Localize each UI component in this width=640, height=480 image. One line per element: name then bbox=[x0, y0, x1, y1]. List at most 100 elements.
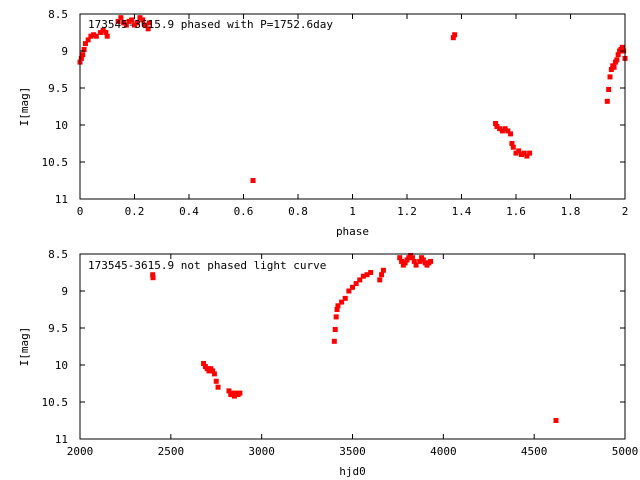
unphased-x-axis-label: hjd0 bbox=[339, 465, 366, 478]
phased-data-point bbox=[611, 64, 617, 70]
phased-y-tick-label: 10.5 bbox=[42, 156, 69, 169]
phased-data-point bbox=[137, 15, 143, 21]
unphased-data-point bbox=[332, 326, 338, 332]
phased-y-axis-label: I[mag] bbox=[18, 87, 31, 127]
phased-data-point bbox=[502, 126, 508, 132]
phased-data-point bbox=[513, 150, 519, 156]
phased-data-point bbox=[97, 30, 103, 35]
unphased-y-tick-label: 9.5 bbox=[48, 322, 68, 335]
phased-data-point bbox=[452, 32, 458, 38]
phased-y-tick-label: 10 bbox=[55, 119, 68, 132]
phased-x-tick-label: 1.8 bbox=[561, 205, 581, 218]
phased-data-point bbox=[497, 126, 503, 132]
unphased-data-point bbox=[413, 262, 419, 268]
phased-data-point bbox=[614, 57, 620, 63]
phased-chart-title: 173545-3615.9 phased with P=1752.6day bbox=[88, 18, 333, 31]
phased-data-point bbox=[606, 86, 612, 92]
unphased-data-point bbox=[211, 371, 217, 377]
unphased-data-point bbox=[377, 277, 383, 283]
phased-x-tick-label: 0.2 bbox=[125, 205, 145, 218]
phased-data-point bbox=[450, 35, 456, 41]
unphased-data-point bbox=[333, 314, 339, 320]
phased-data-point bbox=[123, 22, 129, 28]
unphased-data-point bbox=[335, 303, 341, 309]
unphased-y-axis-label: I[mag] bbox=[18, 327, 31, 367]
phased-data-point bbox=[82, 41, 88, 47]
unphased-data-point bbox=[339, 299, 345, 305]
phased-data-point bbox=[78, 55, 84, 61]
phased-data-point bbox=[493, 121, 499, 127]
phased-data-point bbox=[494, 123, 500, 129]
unphased-data-point bbox=[215, 384, 221, 390]
unphased-x-tick-label: 2500 bbox=[158, 445, 185, 458]
phased-data-point bbox=[499, 128, 505, 134]
unphased-chart-title: 173545-3615.9 not phased light curve bbox=[88, 259, 326, 272]
unphased-data-point bbox=[428, 258, 434, 264]
phased-data-point bbox=[129, 17, 135, 23]
unphased-x-tick-label: 3000 bbox=[248, 445, 275, 458]
phased-data-point bbox=[80, 52, 86, 58]
unphased-data-point bbox=[237, 390, 243, 396]
unphased-data-point bbox=[368, 270, 374, 275]
phased-data-point bbox=[100, 27, 106, 33]
phased-x-tick-label: 0 bbox=[77, 205, 84, 218]
unphased-data-point bbox=[226, 388, 232, 394]
phased-data-point bbox=[118, 15, 124, 21]
unphased-data-point bbox=[150, 272, 156, 278]
phased-data-point bbox=[615, 52, 621, 58]
phased-data-point bbox=[93, 33, 99, 39]
phased-x-tick-label: 1.4 bbox=[452, 205, 472, 218]
phased-data-point bbox=[145, 26, 151, 32]
phased-data-point bbox=[518, 152, 524, 158]
phased-x-tick-label: 1 bbox=[349, 205, 356, 218]
phased-data-point bbox=[619, 44, 625, 50]
unphased-x-tick-label: 4000 bbox=[430, 445, 457, 458]
unphased-data-point bbox=[360, 273, 366, 279]
unphased-y-tick-label: 10 bbox=[55, 359, 68, 372]
phased-data-point bbox=[85, 37, 91, 43]
phased-x-axis-label: phase bbox=[336, 225, 369, 238]
phased-x-tick-label: 0.6 bbox=[234, 205, 254, 218]
unphased-data-point bbox=[553, 418, 559, 423]
phased-data-point bbox=[516, 148, 522, 154]
unphased-data-point bbox=[420, 257, 426, 263]
unphased-data-point bbox=[364, 272, 370, 278]
unphased-data-point bbox=[417, 258, 423, 264]
phased-data-point bbox=[140, 17, 146, 23]
phased-x-tick-label: 0.4 bbox=[179, 205, 199, 218]
phased-data-point bbox=[126, 18, 132, 24]
unphased-x-tick-label: 4500 bbox=[521, 445, 548, 458]
phased-data-point bbox=[121, 20, 127, 26]
phased-y-tick-label: 9.5 bbox=[48, 82, 68, 95]
phased-axes: 0 0.2 0.4 0.6 0.8 1 1.2 1.4 1.6 1.8 2 8.5 9 9.5 10 10.5… bbox=[42, 8, 629, 218]
phased-x-tick-label: 0.8 bbox=[288, 205, 308, 218]
unphased-data-points bbox=[150, 252, 559, 423]
unphased-data-point bbox=[150, 275, 156, 281]
phased-data-point bbox=[88, 33, 94, 39]
unphased-axes: 2000 2500 3000 3500 4000 4500 5000 8.5 9 9.5 10 10.… bbox=[42, 248, 639, 458]
unphased-x-tick-label: 5000 bbox=[612, 445, 639, 458]
phased-y-tick-label: 8.5 bbox=[48, 8, 68, 21]
phased-x-tick-label: 1.2 bbox=[397, 205, 417, 218]
phased-plot-frame bbox=[79, 13, 626, 200]
unphased-y-tick-label: 9 bbox=[61, 285, 68, 298]
phased-data-point bbox=[527, 150, 533, 156]
unphased-data-point bbox=[357, 277, 363, 283]
phased-data-point bbox=[604, 98, 610, 104]
unphased-data-point bbox=[346, 288, 352, 294]
unphased-data-point bbox=[334, 307, 340, 312]
unphased-data-point bbox=[231, 393, 237, 399]
unphased-data-point bbox=[409, 255, 415, 261]
phased-data-point bbox=[132, 22, 137, 28]
phased-data-point bbox=[81, 47, 87, 53]
unphased-plot-frame bbox=[79, 253, 626, 440]
unphased-data-point bbox=[213, 378, 219, 384]
unphased-data-point bbox=[353, 281, 359, 287]
phased-data-point bbox=[608, 67, 614, 72]
phased-y-tick-label: 11 bbox=[55, 193, 68, 206]
phased-data-point bbox=[509, 141, 515, 146]
phased-data-point bbox=[524, 153, 530, 159]
unphased-data-point bbox=[402, 260, 408, 266]
phased-x-tick-label: 1.6 bbox=[506, 205, 526, 218]
